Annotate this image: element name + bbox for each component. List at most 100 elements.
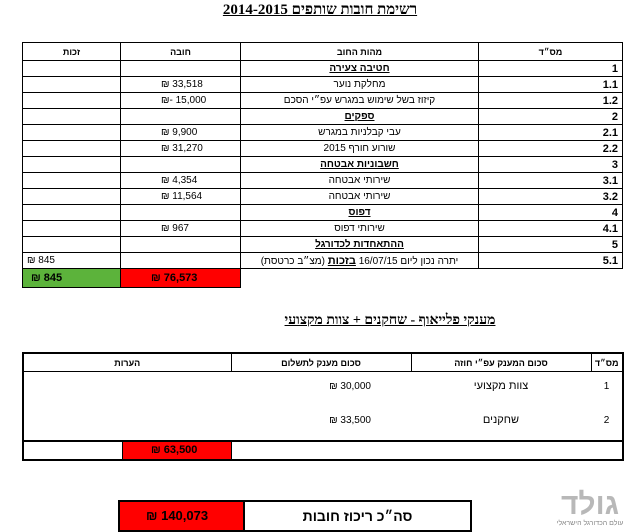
credit-cell: ₪ 845 <box>22 252 121 269</box>
header-cell: מס״ד <box>478 42 623 61</box>
debts-table: מס״ד מהות החוב חובה זכות 1 חטיבה צעירה 1.1 מחלק… <box>22 42 623 288</box>
section-row: 4 דפוס <box>22 204 623 221</box>
debit-cell: ₪ 967 <box>120 220 241 237</box>
cell <box>231 440 411 460</box>
desc: שירותי דפוס <box>334 223 385 234</box>
item-row: 4.1 שירותי דפוס ₪ 967 <box>22 220 623 237</box>
num-cell: 4 <box>478 204 623 221</box>
amount-cell: ₪ 33,500 <box>329 414 371 426</box>
desc-cell: שירותי אבטחה <box>240 188 479 205</box>
cell <box>120 204 241 221</box>
cell <box>120 108 241 125</box>
section-row: 1 חטיבה צעירה <box>22 60 623 77</box>
desc: יתרה נכון ליום 16/07/15 <box>358 255 459 267</box>
cell <box>241 269 479 288</box>
section-title: חשבוניות אבטחה <box>240 156 479 173</box>
cell <box>22 220 121 237</box>
item-row: 1.2 קיזוז בשל שימוש במגרש עפ״י הסכם ₪- 15,… <box>22 92 623 109</box>
totals-row: ₪ 63,500 <box>23 440 623 460</box>
bonus-row: 2 שחקנים ₪ 33,500 <box>23 400 623 441</box>
desc-cell: קיזוז בשל שימוש במגרש עפ״י הסכם <box>240 92 479 109</box>
section-title: חטיבה צעירה <box>240 60 479 77</box>
cell <box>479 269 623 288</box>
desc: שורוע חורף 2015 <box>323 143 396 154</box>
header-cell: סכום מענק לתשלום <box>230 352 412 372</box>
item-row: 2.1 עבי קבלניות במגרש ₪ 9,900 <box>22 124 623 141</box>
title: רשימת חובות שותפים 2014-2015 <box>222 2 418 18</box>
debit-cell: ₪ 33,518 <box>120 76 241 93</box>
num-cell: 1 <box>478 60 623 77</box>
desc: מחלקת נוער <box>333 79 386 90</box>
desc-cell: יתרה נכון ליום 16/07/15 בזכות (מצ״ב כרטס… <box>240 252 479 269</box>
cell <box>22 60 121 77</box>
desc: קיזוז בשל שימוש במגרש עפ״י הסכם <box>283 95 436 106</box>
debit-cell: ₪ 4,354 <box>120 172 241 189</box>
num-cell: 1.2 <box>478 92 623 109</box>
num-cell: 3.1 <box>478 172 623 189</box>
logo: גולד עולם הכדורגל הישראלי <box>550 490 630 528</box>
cell <box>120 252 241 269</box>
desc-suffix: (מצ״ב כרטסת) <box>260 255 325 267</box>
num-cell: 3.2 <box>478 188 623 205</box>
desc-cell: צוות מקצועי <box>473 380 529 392</box>
num-cell: 1 <box>603 380 610 392</box>
summary-amount: ₪ 140,073 <box>120 502 245 530</box>
cell <box>22 108 121 125</box>
header-cell: מהות החוב <box>240 42 479 61</box>
item-row: 5.1 יתרה נכון ליום 16/07/15 בזכות (מצ״ב כ… <box>22 252 623 269</box>
section-title: מענקי פלייאוף - שחקנים + צוות מקצועי <box>284 313 496 328</box>
cell <box>22 236 121 253</box>
num-cell: 2 <box>478 108 623 125</box>
cell <box>22 204 121 221</box>
desc-cell: שורוע חורף 2015 <box>240 140 479 157</box>
cell <box>120 236 241 253</box>
total-credit: ₪ 845 <box>22 268 121 288</box>
debit-cell: ₪ 31,270 <box>120 140 241 157</box>
desc-cell: שירותי דפוס <box>240 220 479 237</box>
desc-cell: שחקנים <box>482 414 520 426</box>
section-title: ספקים <box>240 108 479 125</box>
header-row: מס״ד מהות החוב חובה זכות <box>22 42 623 61</box>
debit-cell: ₪ 9,900 <box>120 124 241 141</box>
summary-box: סה״כ ריכוז חובות ₪ 140,073 <box>118 500 472 532</box>
desc: שירותי אבטחה <box>328 175 391 186</box>
num-cell: 5 <box>478 236 623 253</box>
desc: שירותי אבטחה <box>328 191 391 202</box>
desc-cell: מחלקת נוער <box>240 76 479 93</box>
item-row: 2.2 שורוע חורף 2015 ₪ 31,270 <box>22 140 623 157</box>
cell <box>411 440 591 460</box>
amount-cell: ₪ 30,000 <box>329 380 371 392</box>
item-row: 3.2 שירותי אבטחה ₪ 11,564 <box>22 188 623 205</box>
debit-cell: ₪ 11,564 <box>120 188 241 205</box>
header-cell: חובה <box>120 42 241 61</box>
cell <box>22 188 121 205</box>
total-debit: ₪ 76,573 <box>120 268 241 288</box>
num-cell: 2.2 <box>478 140 623 157</box>
num-cell: 4.1 <box>478 220 623 237</box>
num-cell: 2.1 <box>478 124 623 141</box>
desc-cell: שירותי אבטחה <box>240 172 479 189</box>
cell <box>120 156 241 173</box>
desc-cell: עבי קבלניות במגרש <box>240 124 479 141</box>
header-cell: הערות <box>22 352 232 372</box>
total-amount: ₪ 63,500 <box>122 442 232 459</box>
cell <box>120 60 241 77</box>
desc-emphasis: בזכות <box>327 254 356 267</box>
num-cell: 5.1 <box>478 252 623 269</box>
summary-label: סה״כ ריכוז חובות <box>302 508 413 524</box>
cell <box>22 124 121 141</box>
cell <box>22 76 121 93</box>
cell: ₪ 63,500 <box>23 440 232 460</box>
cell <box>22 140 121 157</box>
header-cell: מס״ד <box>590 352 624 372</box>
desc: עבי קבלניות במגרש <box>318 127 401 138</box>
cell <box>22 156 121 173</box>
section-row: 2 ספקים <box>22 108 623 125</box>
num-cell: 2 <box>603 414 610 426</box>
header-cell: זכות <box>22 42 121 61</box>
section-title: דפוס <box>240 204 479 221</box>
section-row: 5 ההתאחדות לכדורגל <box>22 236 623 253</box>
num-cell: 1.1 <box>478 76 623 93</box>
